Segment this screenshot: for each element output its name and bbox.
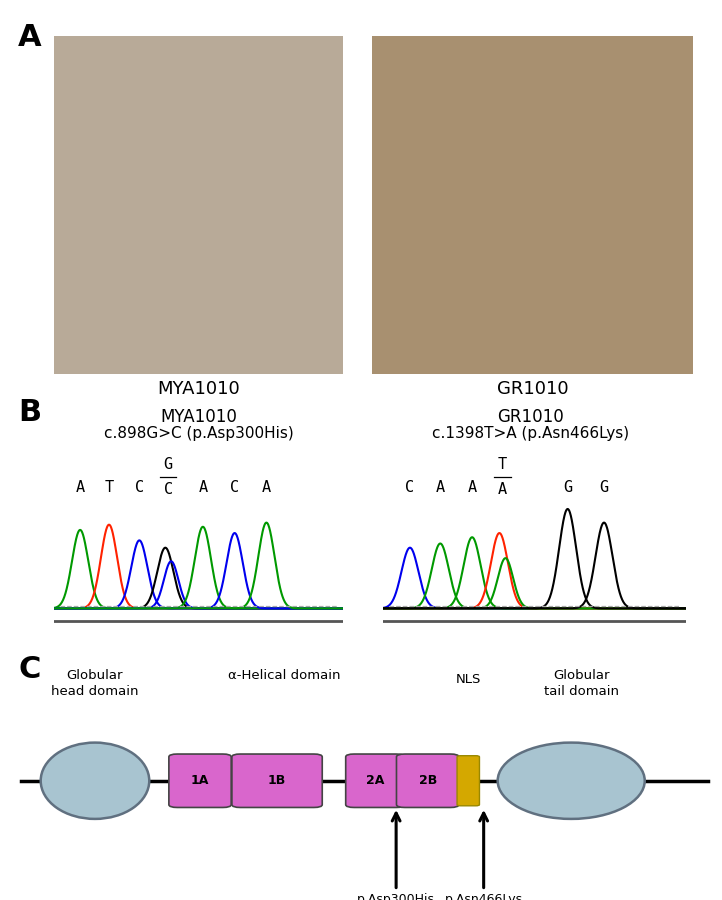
Text: C: C [18,655,40,684]
Text: T: T [105,481,113,495]
Text: p.Asp300His: p.Asp300His [357,893,435,900]
Text: A: A [18,22,42,51]
Text: A: A [76,481,84,495]
FancyBboxPatch shape [232,754,322,807]
Text: A: A [468,481,477,495]
FancyBboxPatch shape [396,754,458,807]
Ellipse shape [40,742,149,819]
Text: Globular
tail domain: Globular tail domain [544,669,619,698]
Text: GR1010: GR1010 [497,408,564,426]
Text: p.Asn466Lys: p.Asn466Lys [445,893,523,900]
Text: 2B: 2B [419,774,437,788]
Text: MYA1010: MYA1010 [160,408,237,426]
Text: C: C [135,481,144,495]
Text: T: T [498,457,507,472]
Text: G: G [563,481,573,495]
Text: NLS: NLS [456,673,481,687]
Text: G: G [164,457,173,472]
Text: α-Helical domain: α-Helical domain [228,669,340,681]
Text: A: A [262,481,271,495]
Text: A: A [435,481,445,495]
Text: G: G [599,481,609,495]
Text: C: C [164,482,173,498]
Text: 2A: 2A [366,774,384,788]
Text: B: B [18,398,41,427]
Text: c.1398T>A (p.Asn466Lys): c.1398T>A (p.Asn466Lys) [432,426,630,441]
FancyBboxPatch shape [346,754,404,807]
Text: GR1010: GR1010 [497,380,569,398]
Ellipse shape [497,742,645,819]
Text: A: A [199,481,207,495]
FancyBboxPatch shape [169,754,231,807]
Text: MYA1010: MYA1010 [157,380,240,398]
Text: 1A: 1A [191,774,209,788]
Text: c.898G>C (p.Asp300His): c.898G>C (p.Asp300His) [104,426,293,441]
Text: C: C [405,481,414,495]
Text: Globular
head domain: Globular head domain [51,669,139,698]
Text: C: C [230,481,239,495]
Text: A: A [498,482,507,498]
FancyBboxPatch shape [457,756,479,806]
Text: 1B: 1B [268,774,286,788]
